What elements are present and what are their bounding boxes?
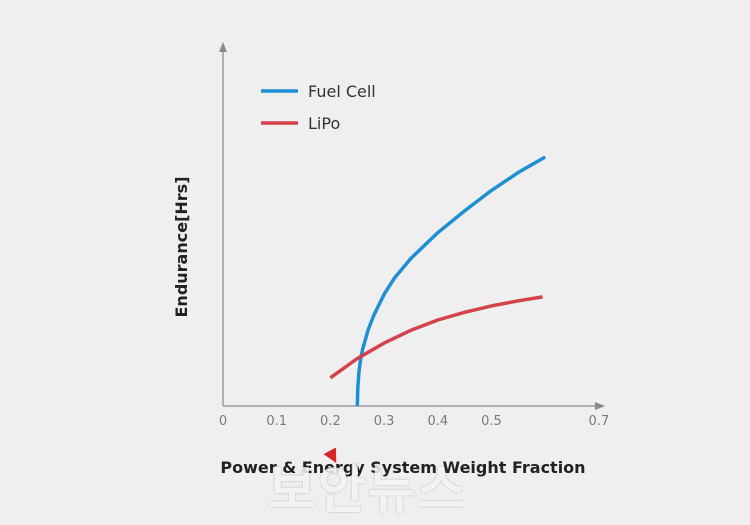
- legend: Fuel Cell LiPo: [261, 82, 376, 133]
- x-axis-arrow: [595, 402, 605, 410]
- y-axis-title: Endurance[Hrs]: [172, 176, 191, 317]
- series-layer: [329, 155, 547, 407]
- x-tick-label: 0.1: [266, 414, 287, 429]
- x-tick-label: 0.4: [427, 414, 448, 429]
- x-tick-label: 0.7: [589, 414, 610, 429]
- axes: [219, 42, 605, 410]
- y-axis-arrow: [219, 42, 227, 52]
- legend-label-fuel-cell: Fuel Cell: [308, 82, 376, 101]
- legend-label-lipo: LiPo: [308, 114, 340, 133]
- series-line-fuel-cell: [355, 155, 547, 407]
- x-axis-title: Power & Energy System Weight Fraction: [220, 458, 585, 477]
- x-tick-label: 0.5: [481, 414, 502, 429]
- x-tick-label: 0.3: [374, 414, 395, 429]
- x-tick-label: 0: [219, 414, 227, 429]
- series-line-lipo: [329, 295, 543, 380]
- x-tick-labels: 0 0.1 0.2 0.3 0.4 0.5 0.7: [219, 414, 609, 429]
- x-tick-label: 0.2: [320, 414, 341, 429]
